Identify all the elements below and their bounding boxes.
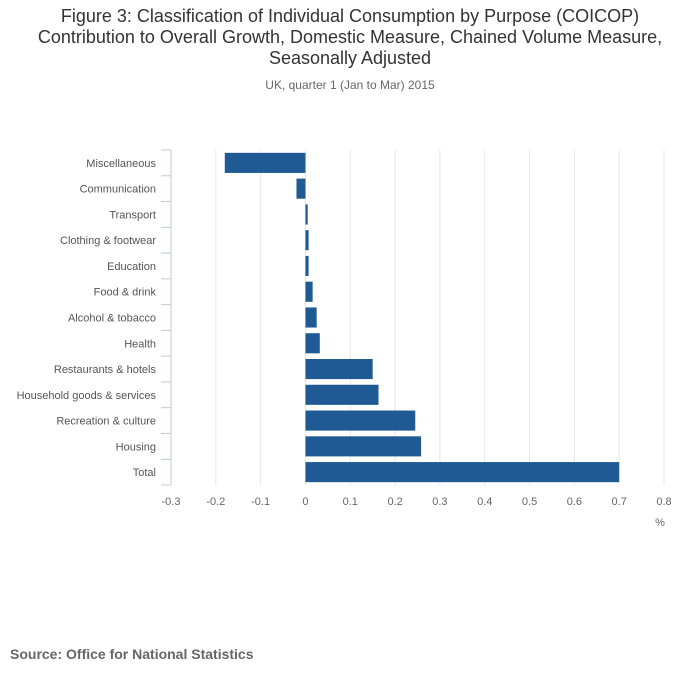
x-tick-label: 0.2 bbox=[387, 496, 402, 508]
x-tick-label: 0.1 bbox=[343, 496, 358, 508]
x-tick-label: 0.6 bbox=[567, 496, 582, 508]
bar-transport bbox=[305, 204, 308, 225]
category-label: Communication bbox=[80, 184, 156, 196]
x-tick-label: 0.3 bbox=[432, 496, 447, 508]
bar-health bbox=[305, 333, 320, 354]
x-tick-label: 0.8 bbox=[656, 496, 671, 508]
bar-clothing-footwear bbox=[305, 230, 309, 251]
category-label: Health bbox=[124, 338, 156, 350]
x-tick-label: 0 bbox=[302, 496, 308, 508]
bar-household-goods-services bbox=[305, 384, 379, 405]
category-label: Alcohol & tobacco bbox=[68, 313, 156, 325]
bar-chart: -0.3 -0.2 -0.1 0 0.1 0.2 0.3 0.4 0.5 0.6 0.7 0.8 Mis… bbox=[17, 149, 672, 529]
bar-restaurants-hotels bbox=[305, 358, 373, 380]
x-axis-label: % bbox=[655, 517, 665, 529]
x-tick-label: -0.1 bbox=[251, 496, 270, 508]
category-label: Miscellaneous bbox=[86, 158, 156, 170]
category-label: Food & drink bbox=[94, 287, 157, 299]
source-note: Source: Office for National Statistics bbox=[10, 646, 254, 662]
category-label: Clothing & footwear bbox=[60, 235, 156, 247]
bar-education bbox=[305, 255, 309, 277]
category-label: Housing bbox=[116, 441, 156, 453]
bar-total bbox=[305, 462, 620, 483]
bar-communication bbox=[296, 178, 306, 199]
bar-food-drink bbox=[305, 281, 313, 302]
category-label: Recreation & culture bbox=[56, 416, 156, 428]
bar-recreation-culture bbox=[305, 410, 416, 431]
x-tick-label: 0.4 bbox=[477, 496, 492, 508]
category-label: Restaurants & hotels bbox=[54, 364, 157, 376]
x-tick-label: 0.5 bbox=[522, 496, 537, 508]
category-label: Household goods & services bbox=[17, 390, 157, 402]
category-label: Education bbox=[107, 261, 156, 273]
bar-alcohol-tobacco bbox=[305, 307, 317, 328]
category-label: Transport bbox=[109, 209, 156, 221]
bar-housing bbox=[305, 436, 422, 457]
x-tick-label: -0.2 bbox=[206, 496, 225, 508]
x-tick-label: -0.3 bbox=[162, 496, 181, 508]
category-label: Total bbox=[133, 467, 156, 479]
chart-subtitle: UK, quarter 1 (Jan to Mar) 2015 bbox=[265, 78, 435, 92]
x-tick-label: 0.7 bbox=[612, 496, 627, 508]
bar-miscellaneous bbox=[224, 152, 306, 173]
chart-title: Figure 3: Classification of Individual C… bbox=[37, 6, 663, 68]
